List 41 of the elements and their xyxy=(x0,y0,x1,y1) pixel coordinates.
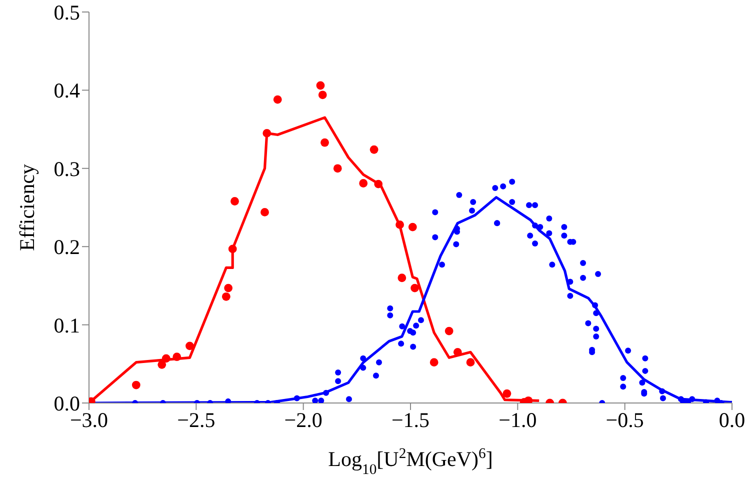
point xyxy=(410,284,419,292)
x-axis-title: Log$_{10}$[U$^{2}$M(GeV)$^{6}$] xyxy=(328,446,493,478)
point xyxy=(262,129,272,138)
point xyxy=(172,352,182,362)
point xyxy=(158,360,166,369)
x-tick-label: −2.0 xyxy=(284,408,322,432)
x-tick-label: 0.0 xyxy=(718,408,746,432)
point xyxy=(466,358,475,367)
point xyxy=(222,292,230,301)
point xyxy=(320,138,329,147)
point xyxy=(228,244,237,254)
point xyxy=(359,179,368,188)
point xyxy=(224,284,233,292)
point xyxy=(396,220,404,229)
point xyxy=(186,342,194,350)
point xyxy=(162,354,170,363)
point xyxy=(398,274,406,282)
point xyxy=(260,208,269,216)
y-tick-label: 0.2 xyxy=(54,235,80,260)
x-tick-label: −2.5 xyxy=(177,408,216,432)
y-tick-label: 0.4 xyxy=(54,78,80,103)
x-tick-label: −1.5 xyxy=(391,408,430,432)
y-axis-title: Efficiency xyxy=(15,163,39,252)
point xyxy=(430,358,438,367)
y-tick-label: 0.1 xyxy=(54,313,80,338)
point xyxy=(230,197,239,206)
point xyxy=(502,389,512,398)
y-tick-label: 0.3 xyxy=(54,156,80,181)
y-tick-label: 0.5 xyxy=(54,0,80,24)
point xyxy=(316,81,325,90)
point xyxy=(524,396,533,403)
point xyxy=(374,180,383,188)
point xyxy=(333,164,342,173)
point xyxy=(273,95,282,104)
point xyxy=(408,222,417,232)
x-tick-label: −0.5 xyxy=(606,408,644,432)
point xyxy=(370,145,378,154)
point xyxy=(444,326,454,336)
point xyxy=(318,90,327,100)
x-tick-label: −1.0 xyxy=(498,408,537,432)
point xyxy=(132,380,140,390)
